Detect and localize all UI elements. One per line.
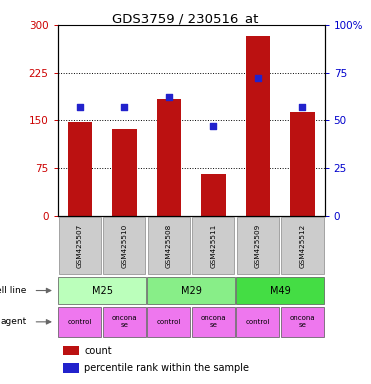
- Text: GSM425507: GSM425507: [77, 223, 83, 268]
- Text: oncona
se: oncona se: [200, 315, 226, 328]
- Bar: [148, 217, 190, 274]
- Text: oncona
se: oncona se: [289, 315, 315, 328]
- Text: M25: M25: [92, 286, 112, 296]
- Text: control: control: [157, 319, 181, 325]
- Text: agent: agent: [0, 317, 27, 326]
- Text: M49: M49: [270, 286, 290, 296]
- Bar: [281, 307, 324, 337]
- Bar: [192, 307, 235, 337]
- Bar: [290, 112, 315, 216]
- Text: control: control: [68, 319, 92, 325]
- Text: percentile rank within the sample: percentile rank within the sample: [84, 363, 249, 373]
- Bar: [237, 217, 279, 274]
- Text: control: control: [246, 319, 270, 325]
- Bar: [103, 217, 145, 274]
- Bar: [147, 277, 235, 304]
- Bar: [58, 277, 146, 304]
- Bar: [201, 174, 226, 216]
- Text: count: count: [84, 346, 112, 356]
- Point: [299, 104, 305, 110]
- Text: GDS3759 / 230516_at: GDS3759 / 230516_at: [112, 12, 259, 25]
- Bar: [192, 217, 234, 274]
- Text: GSM425512: GSM425512: [299, 223, 305, 268]
- Bar: [112, 129, 137, 216]
- Bar: [157, 99, 181, 216]
- Bar: [103, 307, 146, 337]
- Point: [255, 75, 261, 81]
- Bar: [281, 217, 324, 274]
- Bar: [147, 307, 190, 337]
- Bar: [58, 307, 101, 337]
- Text: cell line: cell line: [0, 286, 27, 295]
- Bar: [59, 217, 101, 274]
- Bar: [246, 36, 270, 216]
- Bar: [63, 346, 79, 355]
- Point: [210, 123, 216, 129]
- Text: GSM425511: GSM425511: [210, 223, 216, 268]
- Point: [121, 104, 127, 110]
- Text: GSM425508: GSM425508: [166, 223, 172, 268]
- Bar: [236, 277, 324, 304]
- Point: [166, 94, 172, 101]
- Text: M29: M29: [181, 286, 201, 296]
- Text: oncona
se: oncona se: [111, 315, 137, 328]
- Text: GSM425510: GSM425510: [121, 223, 127, 268]
- Text: GSM425509: GSM425509: [255, 223, 261, 268]
- Bar: [236, 307, 279, 337]
- Bar: [68, 122, 92, 216]
- Point: [77, 104, 83, 110]
- Bar: [63, 363, 79, 372]
